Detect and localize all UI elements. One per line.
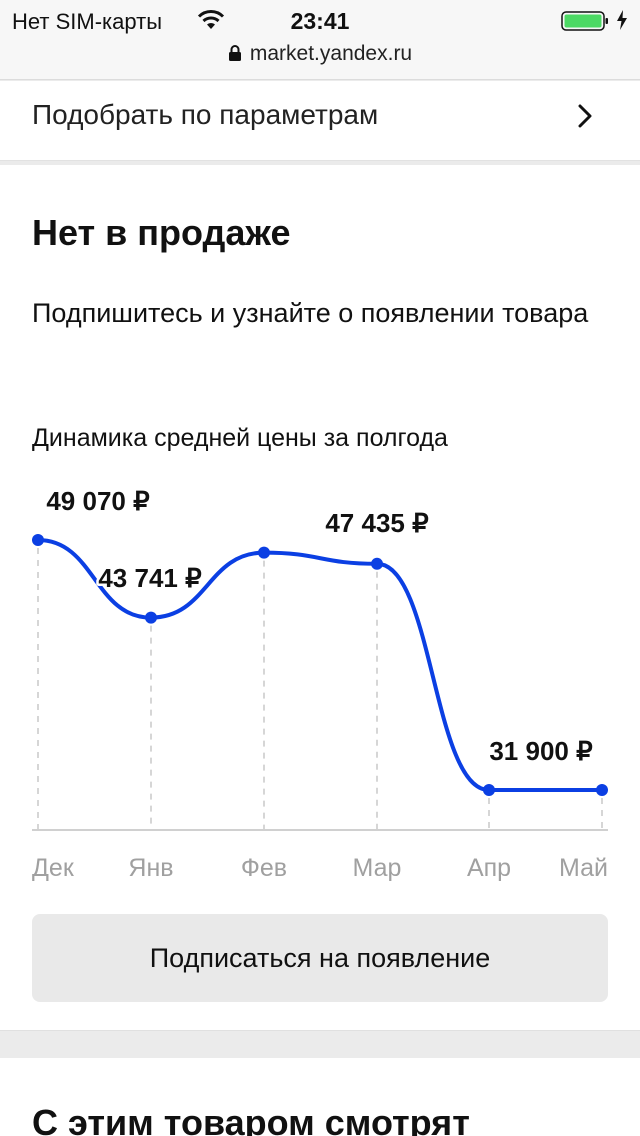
price-point-1[interactable] xyxy=(145,611,157,624)
chevron-right-icon[interactable] xyxy=(576,102,594,135)
availability-title: Нет в продаже xyxy=(32,212,291,253)
url-text: market.yandex.ru xyxy=(249,42,413,65)
filter-row[interactable]: Подобрать по параметрам xyxy=(0,81,640,161)
chart-caption: Динамика средней цены за полгода xyxy=(32,424,448,452)
price-chart: 49 070 ₽ 43 741 ₽ 47 435 ₽ 31 900 ₽ Дек Янв Фе… xyxy=(32,484,608,882)
status-bar: Нет SIM-карты 23:41 market.yandex.ru xyxy=(0,0,640,80)
wifi-icon xyxy=(196,9,226,36)
month-label-1: Янв xyxy=(128,854,173,882)
charging-icon xyxy=(616,10,628,35)
price-label-0: 49 070 ₽ xyxy=(46,486,150,516)
availability-card: Нет в продаже Подпишитесь и узнайте о по… xyxy=(0,165,640,1031)
price-point-4[interactable] xyxy=(483,784,495,796)
price-point-2[interactable] xyxy=(258,546,270,559)
month-label-2: Фев xyxy=(241,854,287,882)
price-label-1: 43 741 ₽ xyxy=(98,563,202,593)
price-point-5[interactable] xyxy=(596,784,608,796)
price-label-3: 47 435 ₽ xyxy=(325,508,429,538)
address-bar[interactable]: market.yandex.ru xyxy=(0,42,640,68)
price-point-3[interactable] xyxy=(371,557,383,570)
price-label-4: 31 900 ₽ xyxy=(489,736,593,766)
availability-subtitle: Подпишитесь и узнайте о появлении товара xyxy=(32,298,589,328)
lock-icon xyxy=(228,44,242,68)
month-label-0: Дек xyxy=(32,854,75,882)
filter-label: Подобрать по параметрам xyxy=(32,99,379,130)
subscribe-button[interactable]: Подписаться на появление xyxy=(32,914,608,1002)
month-label-3: Мар xyxy=(353,854,402,882)
battery-icon xyxy=(561,11,609,36)
price-point-0[interactable] xyxy=(32,534,44,546)
month-label-4: Апр xyxy=(467,854,511,882)
clock: 23:41 xyxy=(290,8,350,34)
month-label-5: Май xyxy=(559,854,608,882)
related-title: С этим товаром смотрят xyxy=(32,1102,470,1136)
related-card: С этим товаром смотрят xyxy=(0,1058,640,1136)
carrier-label: Нет SIM-карты xyxy=(12,9,163,34)
